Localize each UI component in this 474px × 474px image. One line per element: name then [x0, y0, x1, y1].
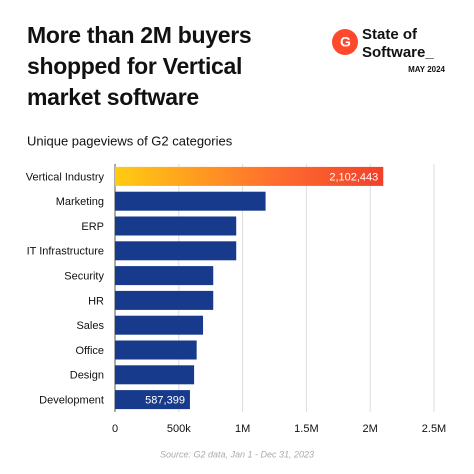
y-tick-label: Marketing: [56, 196, 104, 208]
x-tick-label: 1M: [235, 423, 250, 435]
brand-line: Software_: [362, 44, 434, 61]
bar: [115, 290, 214, 310]
bar: [115, 216, 237, 236]
y-tick-label: Security: [64, 271, 104, 283]
bar: [115, 365, 195, 385]
value-label: 2,102,443: [329, 171, 378, 183]
x-tick-label: 500k: [167, 423, 191, 435]
x-tick-label: 1.5M: [294, 423, 318, 435]
value-label: 587,399: [145, 395, 185, 407]
logo-glyph: G: [340, 34, 351, 50]
bar: [115, 315, 204, 335]
bar: [115, 191, 266, 211]
y-tick-label: Design: [70, 370, 104, 382]
bar: [115, 266, 214, 286]
y-tick-label: Vertical Industry: [26, 171, 105, 183]
bar: [115, 390, 190, 410]
y-tick-label: Sales: [76, 320, 104, 332]
bar: [115, 166, 384, 186]
subtitle: Unique pageviews of G2 categories: [27, 133, 233, 148]
x-tick-label: 0: [112, 423, 118, 435]
brand-date: MAY 2024: [408, 65, 445, 74]
y-tick-label: ERP: [81, 221, 104, 233]
source: Source: G2 data, Jan 1 - Dec 31, 2023: [160, 449, 314, 459]
y-tick-label: HR: [88, 295, 104, 307]
logo-icon: [332, 29, 358, 55]
bar: [115, 241, 237, 261]
x-tick-label: 2.5M: [422, 423, 446, 435]
y-tick-label: Development: [39, 395, 104, 407]
x-tick-label: 2M: [363, 423, 378, 435]
y-tick-label: IT Infrastructure: [27, 246, 104, 258]
y-tick-label: Office: [75, 345, 104, 357]
chart-title: More than 2M buyers shopped for Vertical…: [27, 22, 252, 110]
bar: [115, 340, 197, 360]
brand-line: State of: [362, 26, 418, 43]
